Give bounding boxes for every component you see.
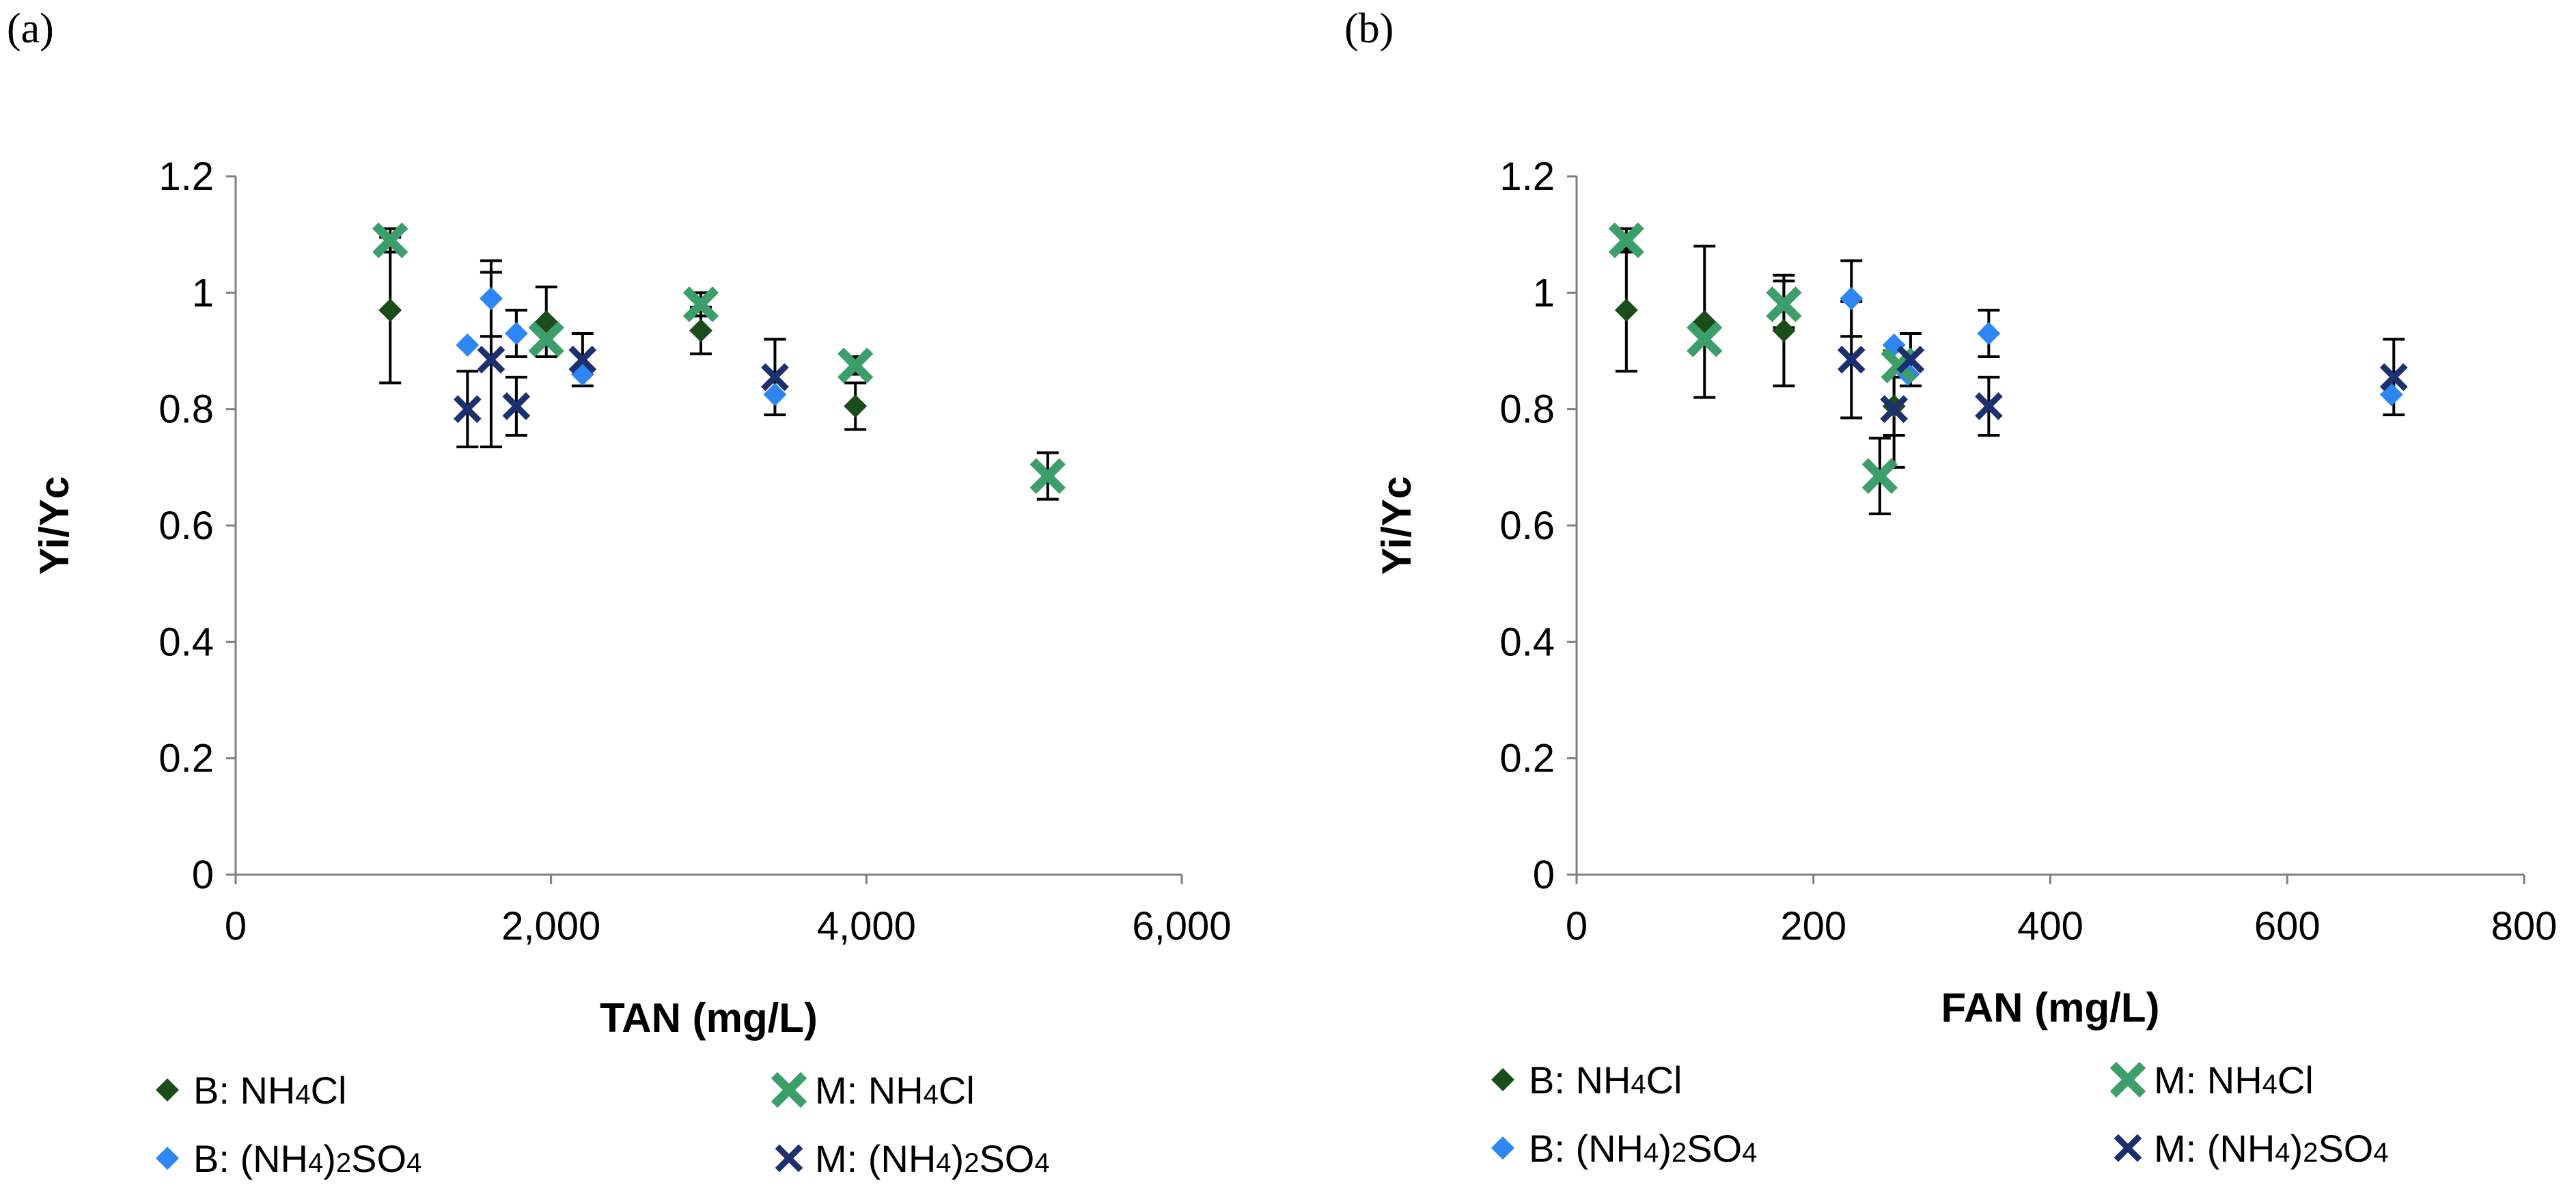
data-point (479, 286, 503, 310)
panel-label: (b) (1344, 5, 1394, 52)
data-point (2379, 363, 2408, 392)
data-point (682, 286, 719, 323)
x-tick-label: 600 (2254, 904, 2321, 948)
y-tick-label: 0.4 (1499, 620, 1555, 664)
data-point (763, 383, 787, 407)
y-tick-label: 0.6 (158, 504, 214, 548)
data-point (1880, 395, 1909, 424)
data-point (1029, 458, 1066, 494)
data-point (1837, 345, 1866, 374)
legend-marker (2114, 1134, 2142, 1162)
legend-marker (2109, 1061, 2146, 1098)
data-point (453, 395, 482, 424)
legend-marker (156, 1078, 179, 1102)
data-point (844, 394, 868, 418)
y-tick-label: 0.2 (1499, 737, 1555, 781)
legend-label: M: (NH4)2SO4 (2154, 1127, 2389, 1170)
legend-marker (775, 1144, 803, 1173)
legend-label: M: NH4Cl (2154, 1058, 2314, 1102)
legend-marker (1491, 1136, 1514, 1160)
x-tick-label: 0 (1566, 904, 1588, 948)
data-point (477, 345, 505, 374)
legend-label: B: NH4Cl (1529, 1058, 1682, 1102)
data-point (1974, 392, 2003, 420)
x-axis-title: TAN (mg/L) (600, 995, 818, 1041)
data-point (1614, 298, 1638, 322)
data-point (1772, 318, 1796, 342)
x-tick-label: 2,000 (501, 904, 600, 948)
legend-marker (1491, 1068, 1514, 1091)
y-tick-label: 0.8 (1499, 387, 1555, 432)
data-point (568, 345, 597, 374)
data-point (504, 321, 528, 345)
y-tick-label: 0 (1533, 853, 1555, 897)
x-tick-label: 800 (2491, 904, 2558, 948)
legend-label: B: (NH4)2SO4 (193, 1137, 421, 1180)
y-tick-label: 0.2 (158, 737, 214, 781)
y-tick-label: 1.2 (158, 154, 214, 199)
y-tick-label: 1 (1533, 271, 1555, 315)
data-point (837, 347, 874, 383)
x-tick-label: 6,000 (1132, 904, 1231, 948)
data-point (528, 321, 564, 357)
y-tick-label: 0.4 (158, 620, 214, 664)
legend-marker (156, 1147, 179, 1170)
y-axis-title: Yi/Yc (31, 476, 77, 575)
data-point (761, 363, 789, 392)
panel-label: (a) (7, 5, 54, 52)
y-axis-title: Yi/Yc (1374, 476, 1419, 575)
data-point (1977, 321, 2001, 345)
legend-label: M: (NH4)2SO4 (815, 1137, 1050, 1180)
y-tick-label: 1 (192, 271, 214, 315)
data-point (502, 392, 531, 420)
data-point (456, 333, 480, 357)
data-point (1687, 321, 1723, 357)
x-tick-label: 200 (1780, 904, 1846, 948)
y-tick-label: 0.8 (158, 387, 214, 432)
legend-marker (771, 1071, 807, 1108)
y-tick-label: 0 (192, 853, 214, 897)
data-point (1766, 286, 1802, 323)
panel-a: (a) 0 0.2 0.4 0.6 0.8 1 1.2 0 2,000 4,000 6,000 TAN … (7, 5, 1232, 1180)
data-point (1608, 222, 1645, 258)
data-point (689, 318, 712, 342)
data-point (1896, 345, 1925, 374)
x-axis-title: FAN (mg/L) (1941, 985, 2160, 1030)
data-point (1840, 286, 1864, 310)
legend-label: B: NH4Cl (193, 1069, 347, 1112)
x-tick-label: 400 (2017, 904, 2083, 948)
data-point (1861, 458, 1898, 494)
x-tick-label: 4,000 (817, 904, 916, 948)
x-tick-label: 0 (225, 904, 247, 948)
legend-label: M: NH4Cl (815, 1069, 975, 1112)
y-tick-label: 1.2 (1499, 154, 1555, 199)
panel-b: (b) 0 0.2 0.4 0.6 0.8 1 1.2 0 200 400 600 800 FAN (mg… (1344, 5, 2557, 1170)
data-point (372, 222, 408, 258)
legend-label: B: (NH4)2SO4 (1529, 1127, 1757, 1170)
data-point (378, 298, 402, 322)
y-tick-label: 0.6 (1499, 504, 1555, 548)
